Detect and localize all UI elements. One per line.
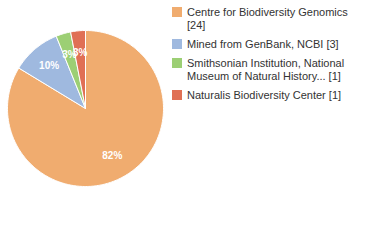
html-text:Naturalis Biodiversity Center: Naturalis Biodiversity Center [1] bbox=[187, 89, 342, 101]
html-text:Mined from GenBank, NCBI [3]: Mined from GenBank, NCBI [3] bbox=[187, 38, 339, 50]
svg-text:3%: 3% bbox=[62, 48, 77, 60]
svg-text:3%: 3% bbox=[73, 47, 88, 58]
html-text:Smithsonian Institution, Natio: Smithsonian Institution, National Museum… bbox=[187, 57, 345, 82]
svg-text:82%: 82% bbox=[102, 150, 122, 161]
html-text:Centre for Biodiversity Genomi: Centre for Biodiversity Genomics [24] bbox=[187, 6, 348, 31]
svg-text:10%: 10% bbox=[39, 60, 59, 71]
